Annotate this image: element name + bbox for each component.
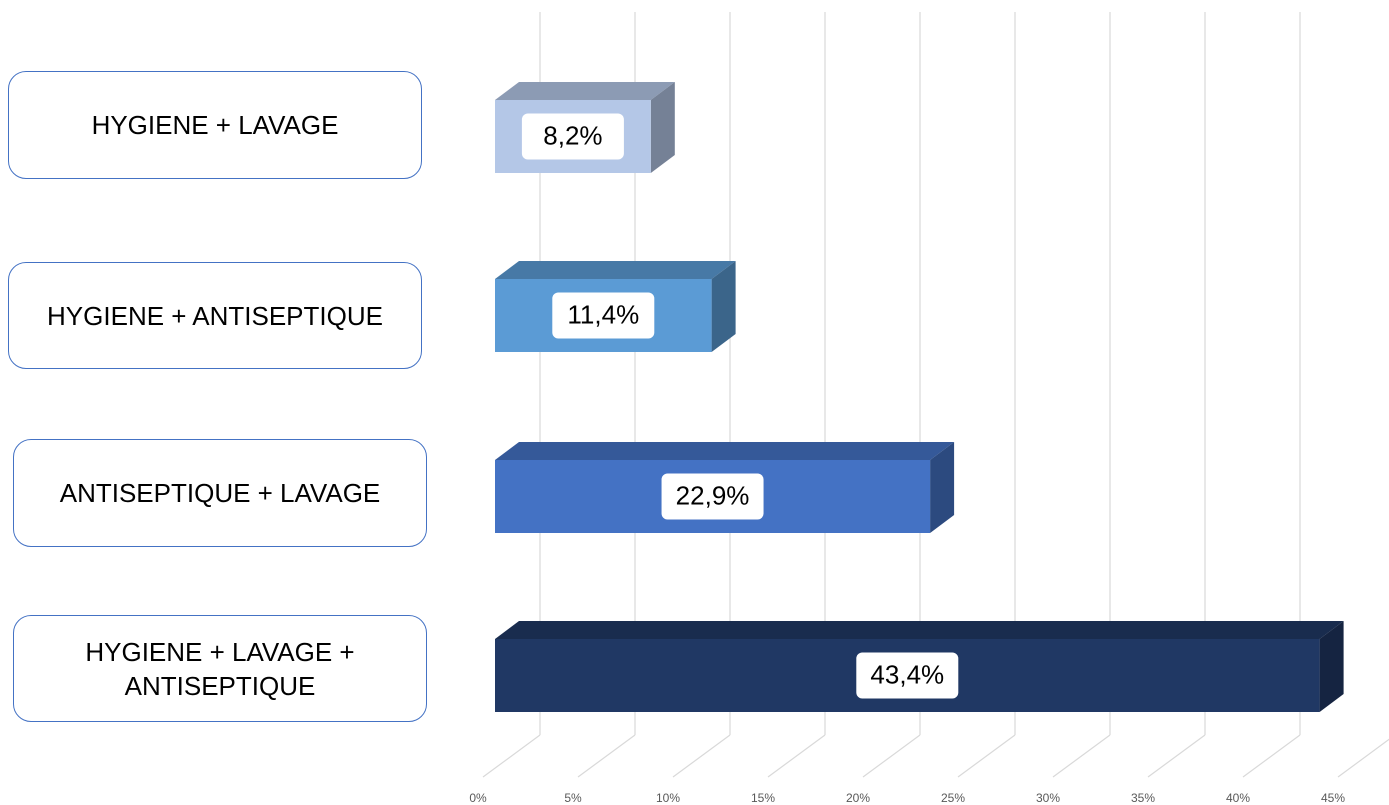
grid-line <box>767 734 826 778</box>
grid-line <box>1147 734 1206 778</box>
value-label-box <box>521 113 624 160</box>
grid-line <box>577 734 636 778</box>
value-label: 43,4% <box>870 659 944 689</box>
bar-top <box>495 442 955 460</box>
x-tick-label: 0% <box>469 791 487 805</box>
category-label: HYGIENE + ANTISEPTIQUE <box>47 300 383 331</box>
category-box: ANTISEPTIQUE + LAVAGE <box>13 439 427 547</box>
category-label: ANTISEPTIQUE + LAVAGE <box>59 478 381 508</box>
category-box: HYGIENE + ANTISEPTIQUE <box>8 262 422 369</box>
category-label: HYGIENE + LAVAGE <box>91 110 339 140</box>
x-tick-label: 25% <box>941 791 965 805</box>
grid-line <box>957 734 1016 778</box>
x-tick-label: 15% <box>751 791 775 805</box>
bar-side <box>650 82 675 173</box>
category-box: HYGIENE + LAVAGE + ANTISEPTIQUE <box>13 615 427 722</box>
category-box: HYGIENE + LAVAGE <box>8 71 422 179</box>
bar-side <box>711 261 736 352</box>
grid-line <box>672 734 731 778</box>
x-tick-label: 45% <box>1321 791 1345 805</box>
bar-side <box>930 442 955 533</box>
bar-top <box>495 261 736 279</box>
value-label-box <box>552 292 655 339</box>
x-tick-label: 40% <box>1226 791 1250 805</box>
x-tick-label: 10% <box>656 791 680 805</box>
x-tick-label: 5% <box>564 791 582 805</box>
grid-line <box>1242 734 1301 778</box>
value-label: 22,9% <box>676 480 750 510</box>
grid-line <box>1052 734 1111 778</box>
value-label: 8,2% <box>543 120 602 150</box>
bar-top <box>495 621 1344 639</box>
grid-line <box>862 734 921 778</box>
bar-side <box>1319 621 1344 712</box>
grid-line <box>482 734 541 778</box>
value-label: 11,4% <box>567 299 639 329</box>
x-tick-label: 30% <box>1036 791 1060 805</box>
category-label: HYGIENE + LAVAGE + ANTISEPTIQUE <box>85 636 355 701</box>
value-label-box <box>856 652 959 699</box>
grid-line <box>1337 738 1389 778</box>
bar-top <box>495 82 675 100</box>
x-tick-label: 20% <box>846 791 870 805</box>
value-label-box <box>661 473 764 520</box>
x-tick-label: 35% <box>1131 791 1155 805</box>
